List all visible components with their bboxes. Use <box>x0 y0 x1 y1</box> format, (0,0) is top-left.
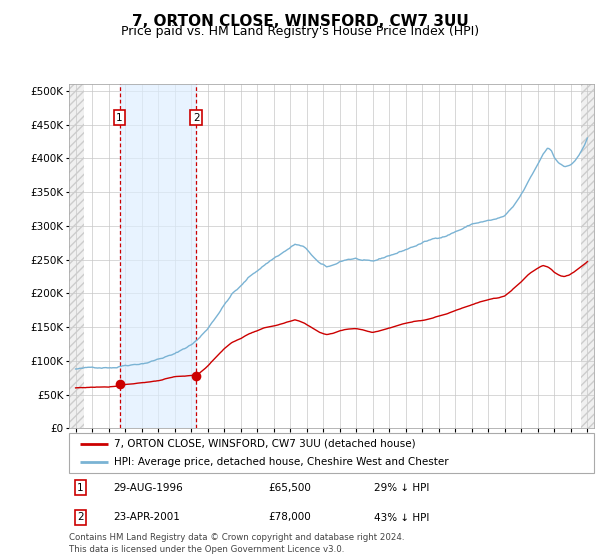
Text: 23-APR-2001: 23-APR-2001 <box>113 512 181 522</box>
Bar <box>119 84 196 428</box>
Text: 2: 2 <box>77 512 84 522</box>
FancyBboxPatch shape <box>69 433 594 473</box>
Text: £78,000: £78,000 <box>269 512 311 522</box>
Text: HPI: Average price, detached house, Cheshire West and Chester: HPI: Average price, detached house, Ches… <box>113 458 448 467</box>
Text: 7, ORTON CLOSE, WINSFORD, CW7 3UU: 7, ORTON CLOSE, WINSFORD, CW7 3UU <box>131 14 469 29</box>
Text: 29-AUG-1996: 29-AUG-1996 <box>113 483 184 493</box>
Text: 1: 1 <box>77 483 84 493</box>
Bar <box>581 84 594 428</box>
Text: Price paid vs. HM Land Registry's House Price Index (HPI): Price paid vs. HM Land Registry's House … <box>121 25 479 38</box>
Text: 1: 1 <box>116 113 123 123</box>
Bar <box>581 84 594 428</box>
Text: Contains HM Land Registry data © Crown copyright and database right 2024.
This d: Contains HM Land Registry data © Crown c… <box>69 533 404 554</box>
Text: 7, ORTON CLOSE, WINSFORD, CW7 3UU (detached house): 7, ORTON CLOSE, WINSFORD, CW7 3UU (detac… <box>113 439 415 449</box>
Bar <box>69 84 84 428</box>
Text: 43% ↓ HPI: 43% ↓ HPI <box>373 512 429 522</box>
Text: £65,500: £65,500 <box>269 483 311 493</box>
Bar <box>69 84 84 428</box>
Text: 29% ↓ HPI: 29% ↓ HPI <box>373 483 429 493</box>
Text: 2: 2 <box>193 113 199 123</box>
